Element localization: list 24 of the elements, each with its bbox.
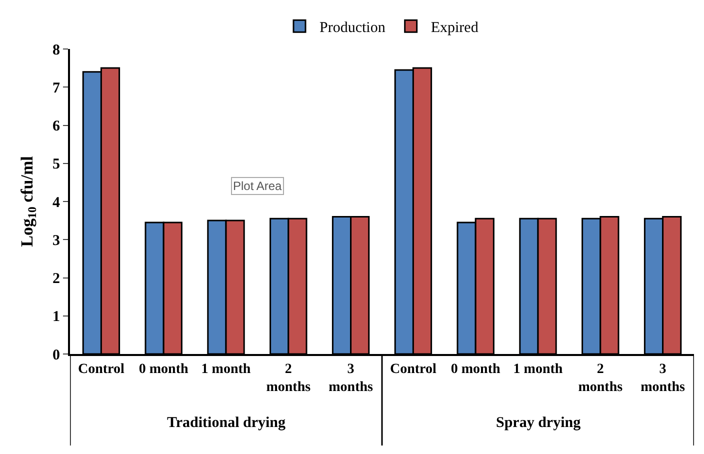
text: Traditional drying [167,415,286,431]
y-tick-label: 3 [52,232,60,249]
y-tick-label: 7 [52,80,60,96]
x-tick-label: 3 months [640,362,686,395]
x-tick-label: 0 month [450,362,501,377]
x-tick-label: 3 months [328,362,374,395]
x-tick-label: 2 months [578,362,624,395]
x-tick-label: 1 month [513,362,563,377]
y-tick-label: 4 [52,194,60,211]
x-tick-label: 0 month [138,362,189,377]
y-tick-label: 1 [52,309,60,326]
y-tick-label: 5 [52,156,60,173]
x-tick-label: Control [390,362,437,377]
y-tick-label: 6 [52,118,60,134]
y-tick-label: 0 [52,347,60,364]
x-tick-label: 1 month [201,362,251,377]
x-tick-label: Control [78,362,125,377]
annotation: Plot Area [233,179,282,193]
y-tick-label: 2 [52,271,60,287]
legend-label: Production [320,20,386,36]
legend-label: Expired [430,20,479,36]
text: Spray drying [496,415,582,431]
y-tick-label: 8 [52,42,60,58]
x-tick-label: 2 months [266,362,312,395]
